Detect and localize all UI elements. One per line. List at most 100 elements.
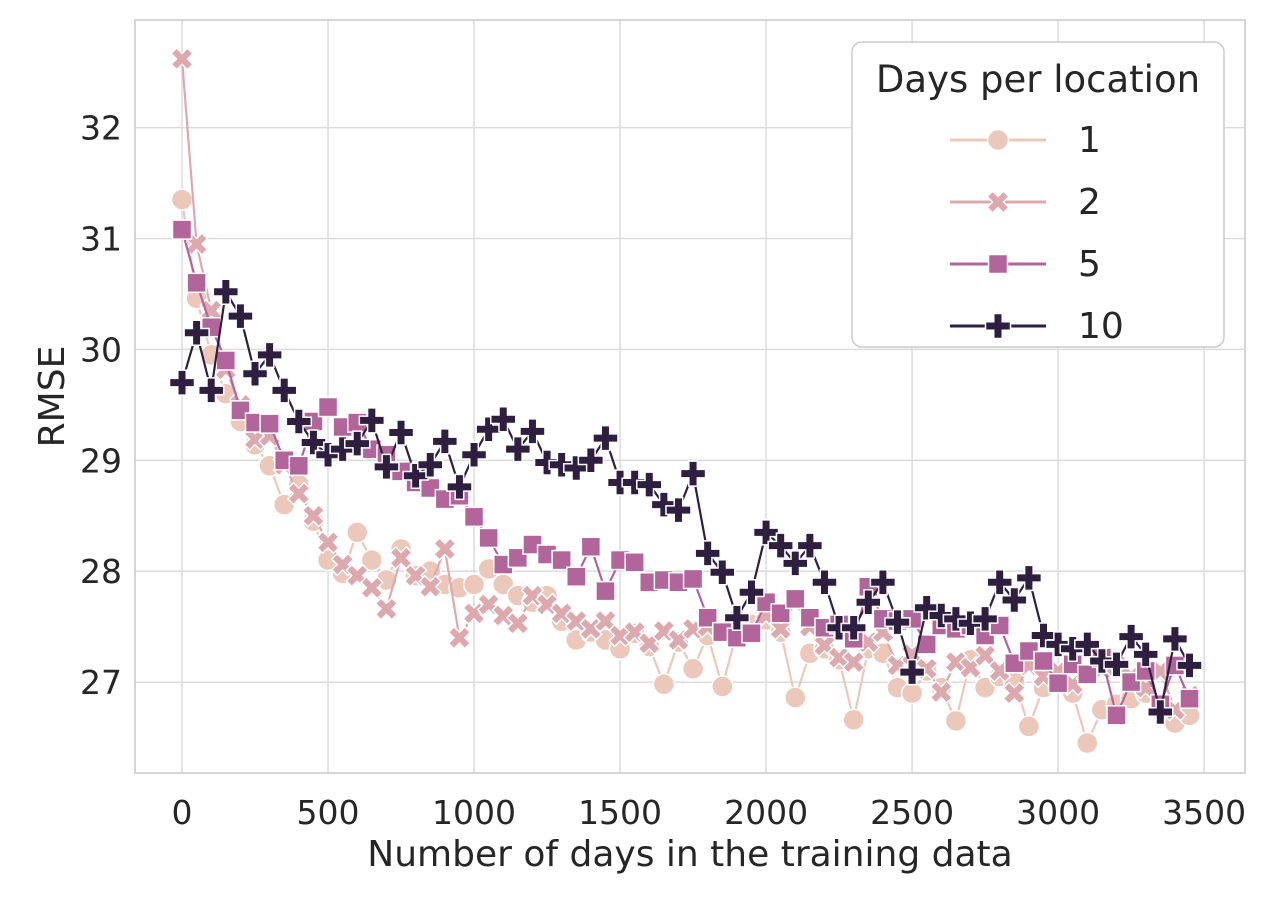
series-5 — [171, 219, 1200, 726]
data-point-plus — [168, 369, 196, 396]
data-point-circle — [345, 521, 369, 544]
data-point-x — [316, 530, 340, 555]
data-point-square — [1077, 664, 1098, 685]
data-point-plus — [1103, 651, 1130, 678]
data-point-plus — [431, 428, 459, 455]
data-point-plus — [1001, 586, 1028, 614]
data-point-plus — [183, 319, 210, 346]
legend-entry-10: 10 — [950, 306, 1124, 347]
data-point-circle — [944, 709, 968, 733]
data-point-plus — [475, 415, 502, 443]
data-point-x — [286, 481, 311, 506]
x-tick-label: 2000 — [724, 793, 808, 832]
legend-entry-1: 1 — [950, 120, 1101, 161]
data-point-square — [288, 455, 310, 477]
data-point-plus — [928, 602, 955, 629]
x-tick-label: 500 — [297, 793, 360, 832]
data-point-plus — [285, 408, 313, 435]
data-point-plus — [621, 469, 648, 496]
y-tick-label: 31 — [80, 219, 122, 258]
data-point-square — [785, 588, 806, 610]
data-point-plus — [402, 462, 429, 490]
data-point-plus — [270, 377, 298, 404]
data-point-plus — [636, 471, 663, 498]
series-10 — [168, 278, 1203, 726]
data-point-plus — [446, 473, 473, 501]
legend-entry-5: 5 — [950, 244, 1101, 285]
data-point-plus — [256, 341, 283, 369]
y-tick-label: 27 — [80, 663, 122, 702]
x-tick-label: 3500 — [1162, 793, 1246, 832]
data-point-plus — [460, 441, 488, 468]
data-point-plus — [577, 447, 605, 474]
data-point-circle — [652, 673, 676, 696]
data-point-plus — [533, 449, 561, 476]
data-point-square — [682, 568, 704, 590]
data-point-plus — [971, 605, 999, 633]
data-point-plus — [884, 608, 911, 636]
y-tick-labels: 27 28 29 30 31 32 — [80, 109, 122, 702]
data-point-square — [1047, 672, 1069, 694]
data-point-circle — [462, 573, 486, 596]
data-point-plus — [1176, 652, 1203, 679]
legend-box — [851, 41, 1225, 348]
x-tick-label: 2500 — [870, 793, 954, 832]
legend-entry-label: 2 — [1078, 182, 1101, 223]
data-point-plus — [548, 451, 575, 478]
x-tick-labels: 0 500 1000 1500 2000 2500 3000 3500 — [172, 793, 1247, 832]
x-axis-label: Number of days in the training data — [367, 834, 1012, 875]
data-point-x — [418, 574, 443, 599]
data-point-square — [1106, 705, 1127, 726]
data-point-square — [463, 506, 485, 528]
data-point-square — [580, 536, 602, 558]
y-tick-label: 30 — [80, 330, 122, 369]
data-point-plus — [1044, 631, 1072, 658]
data-point-circle — [1017, 715, 1041, 738]
data-point-plus — [942, 605, 970, 633]
data-point-plus — [343, 430, 371, 457]
data-point-square — [624, 552, 645, 573]
data-point-circle — [784, 686, 807, 709]
data-point-circle — [900, 681, 924, 705]
x-tick-label: 3000 — [1016, 793, 1100, 832]
data-point-plus — [592, 424, 619, 452]
legend-entry-label: 5 — [1078, 244, 1101, 285]
data-point-plus — [1117, 623, 1145, 650]
y-axis-label: RMSE — [32, 346, 73, 448]
data-point-square — [478, 527, 499, 549]
data-point-plus — [227, 302, 254, 330]
legend-entry-label: 1 — [1078, 120, 1101, 161]
data-point-plus — [241, 360, 269, 388]
data-point-x — [359, 575, 384, 600]
series-line-1 — [180, 199, 1191, 747]
x-tick-label: 1000 — [432, 793, 516, 832]
data-point-circle — [842, 708, 865, 732]
data-point-plus — [650, 491, 678, 518]
data-point-plus — [694, 540, 721, 567]
data-point-circle — [360, 548, 384, 572]
legend-entries: 1 2 5 10 — [950, 120, 1124, 347]
data-point-circle — [986, 128, 1010, 152]
data-point-square — [1179, 688, 1200, 709]
legend-entry-label: 10 — [1078, 306, 1124, 347]
series-layer — [168, 46, 1203, 755]
y-tick-label: 28 — [80, 552, 122, 591]
x-tick-label: 0 — [172, 793, 193, 832]
data-point-x — [374, 596, 399, 621]
data-point-plus — [679, 460, 707, 487]
data-point-plus — [1088, 647, 1116, 675]
data-point-plus — [855, 588, 882, 616]
legend-entry-2: 2 — [950, 182, 1101, 223]
data-point-x — [1002, 681, 1027, 706]
legend: Days per location 1 2 5 10 — [851, 41, 1225, 348]
data-point-square — [916, 634, 937, 655]
data-point-x — [447, 625, 472, 650]
data-point-plus — [416, 451, 444, 478]
data-point-plus — [986, 569, 1013, 596]
data-point-plus — [723, 604, 751, 631]
data-point-square — [566, 566, 587, 587]
x-tick-label: 1500 — [578, 793, 662, 832]
data-point-plus — [738, 578, 765, 606]
data-point-square — [741, 623, 762, 644]
